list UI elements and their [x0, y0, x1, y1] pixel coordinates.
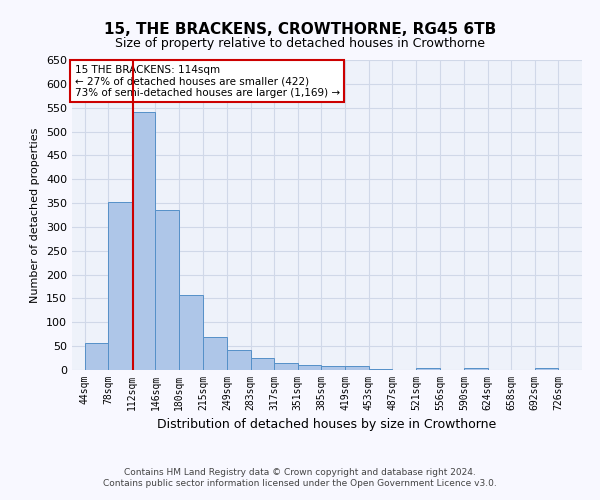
Bar: [132, 112, 155, 370]
Bar: [464, 368, 488, 370]
Bar: [345, 366, 368, 370]
Text: 15 THE BRACKENS: 114sqm
← 27% of detached houses are smaller (422)
73% of semi-d: 15 THE BRACKENS: 114sqm ← 27% of detache…: [74, 64, 340, 98]
Bar: [274, 363, 298, 370]
Bar: [368, 368, 392, 370]
Text: 15, THE BRACKENS, CROWTHORNE, RG45 6TB: 15, THE BRACKENS, CROWTHORNE, RG45 6TB: [104, 22, 496, 38]
X-axis label: Distribution of detached houses by size in Crowthorne: Distribution of detached houses by size …: [157, 418, 497, 432]
Y-axis label: Number of detached properties: Number of detached properties: [31, 128, 40, 302]
Text: Contains HM Land Registry data © Crown copyright and database right 2024.
Contai: Contains HM Land Registry data © Crown c…: [103, 468, 497, 487]
Bar: [108, 202, 132, 370]
Bar: [179, 295, 203, 370]
Bar: [85, 343, 108, 370]
Bar: [416, 368, 440, 370]
Bar: [155, 210, 179, 370]
Bar: [322, 366, 345, 370]
Bar: [535, 368, 559, 370]
Bar: [203, 336, 227, 370]
Bar: [251, 358, 274, 370]
Text: Size of property relative to detached houses in Crowthorne: Size of property relative to detached ho…: [115, 38, 485, 51]
Bar: [298, 365, 322, 370]
Bar: [227, 350, 251, 370]
